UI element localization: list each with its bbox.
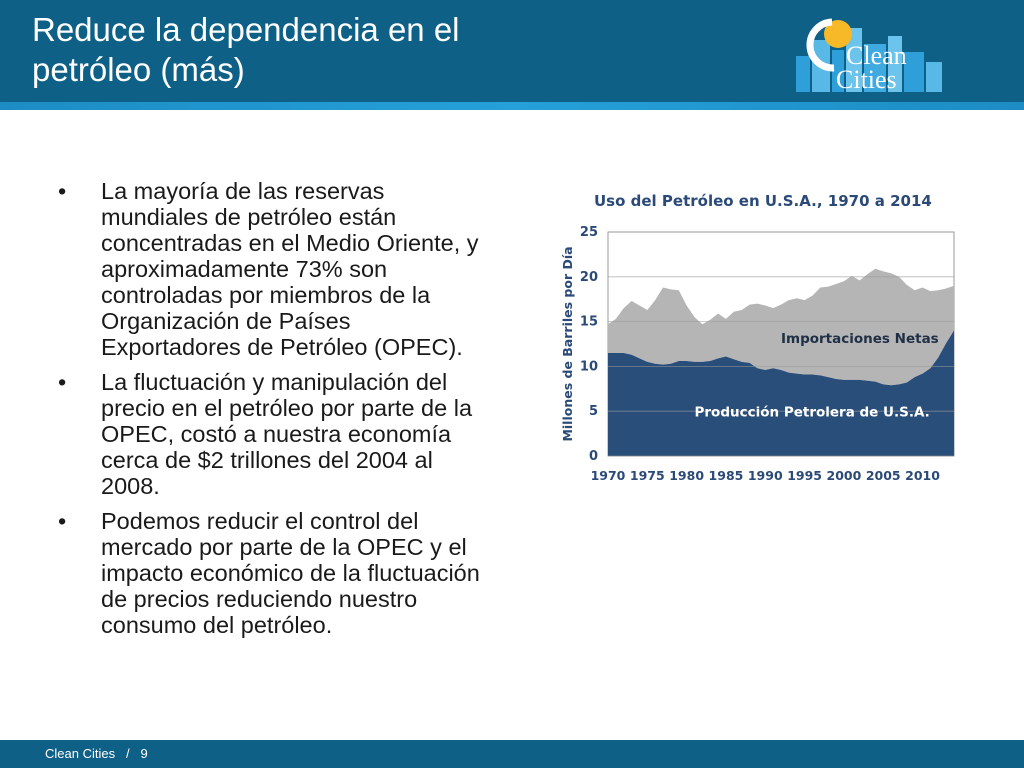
bullet-text: La mayoría de las reservas mundiales de … — [101, 178, 479, 360]
footer-separator: / — [125, 746, 130, 761]
bullet-text: La fluctuación y manipulación del precio… — [101, 369, 473, 499]
bullet-item: • Podemos reducir el control del mercado… — [58, 508, 488, 638]
series-area-imports — [608, 268, 954, 386]
x-tick-label: 1990 — [748, 468, 783, 483]
x-tick-label: 1970 — [591, 468, 626, 483]
y-tick-label: 25 — [580, 225, 598, 240]
x-tick-label: 2005 — [866, 468, 901, 483]
y-tick-label: 20 — [580, 270, 598, 285]
slide-title: Reduce la dependencia en el petróleo (má… — [32, 10, 592, 90]
footer-page-number: 9 — [140, 746, 148, 761]
slide-footer: Clean Cities / 9 — [0, 740, 1024, 768]
footer-brand: Clean Cities — [45, 746, 116, 761]
bullet-item: • La fluctuación y manipulación del prec… — [58, 369, 488, 499]
x-tick-label: 2000 — [827, 468, 862, 483]
slide-title-line2: petróleo (más) — [32, 51, 245, 88]
chart-title: Uso del Petróleo en U.S.A., 1970 a 2014 — [594, 192, 932, 210]
chart-y-axis-label: Millones de Barriles por Día — [560, 246, 575, 441]
logo-word-top: Clean — [846, 41, 907, 70]
bullet-marker: • — [58, 178, 67, 204]
y-tick-label: 15 — [580, 315, 598, 330]
y-tick-label: 10 — [580, 359, 598, 374]
x-tick-label: 1980 — [669, 468, 704, 483]
bullet-marker: • — [58, 508, 67, 534]
annotation-imports: Importaciones Netas — [781, 331, 939, 347]
sun-city-logo-icon — [796, 18, 942, 92]
bullet-marker: • — [58, 369, 67, 395]
y-tick-label: 5 — [589, 404, 598, 419]
x-tick-label: 2010 — [905, 468, 940, 483]
chart-svg: Uso del Petróleo en U.S.A., 1970 a 2014 … — [560, 192, 955, 483]
bullet-list: • La mayoría de las reservas mundiales d… — [58, 178, 488, 647]
header-stripe — [0, 102, 1024, 110]
y-tick-label: 0 — [589, 449, 598, 464]
bullet-text: Podemos reducir el control del mercado p… — [101, 508, 480, 638]
x-tick-label: 1995 — [787, 468, 822, 483]
slide-title-line1: Reduce la dependencia en el — [32, 11, 460, 48]
footer-text: Clean Cities / 9 — [45, 746, 148, 761]
bullet-item: • La mayoría de las reservas mundiales d… — [58, 178, 488, 360]
logo-word-bottom: Cities — [836, 65, 897, 94]
x-tick-label: 1975 — [630, 468, 665, 483]
x-tick-label: 1985 — [709, 468, 744, 483]
oil-use-chart: Uso del Petróleo en U.S.A., 1970 a 2014 … — [556, 182, 976, 492]
annotation-production: Producción Petrolera de U.S.A. — [695, 405, 930, 421]
slide-header: Reduce la dependencia en el petróleo (má… — [0, 0, 1024, 104]
clean-cities-logo: Clean Cities — [796, 18, 942, 94]
